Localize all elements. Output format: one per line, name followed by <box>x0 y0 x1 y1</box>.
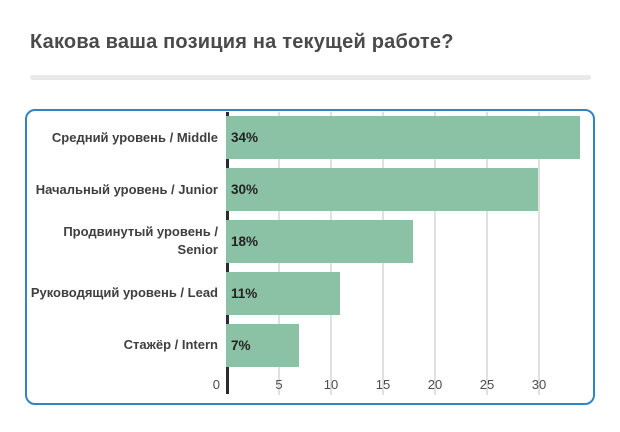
category-label: Продвинутый уровень / Senior <box>63 224 218 258</box>
bar-row: 7% <box>226 319 593 371</box>
bar-row: 34% <box>226 112 593 164</box>
x-axis-tick-labels: 0 5 10 15 20 25 30 <box>213 371 593 402</box>
x-tick-label: 30 <box>531 377 547 392</box>
category-label-row: Стажёр / Intern <box>27 319 226 371</box>
category-label: Руководящий уровень / Lead <box>30 285 218 301</box>
gridline <box>538 112 540 395</box>
bar-row: 11% <box>226 267 593 319</box>
gridline <box>434 112 436 395</box>
x-tick-label: 20 <box>427 377 443 392</box>
category-label-row: Средний уровень / Middle <box>27 112 226 164</box>
plot-area: 34% 30% 18% 11% 7% 0 5 10 15 20 25 30 <box>213 112 593 402</box>
category-labels-column: Средний уровень / Middle Начальный уровен… <box>27 112 226 371</box>
bar: 30% <box>226 168 538 212</box>
category-label-row: Руководящий уровень / Lead <box>27 267 226 319</box>
category-label: Средний уровень / Middle <box>51 129 218 145</box>
bar-row: 18% <box>226 216 593 268</box>
x-tick-label: 15 <box>375 377 391 392</box>
bar: 34% <box>226 116 580 160</box>
bar: 7% <box>226 323 299 367</box>
category-label: Стажёр / Intern <box>123 337 218 353</box>
x-tick-label: 5 <box>275 377 283 392</box>
bars-column: 34% 30% 18% 11% 7% <box>226 112 593 371</box>
bar-value-label: 11% <box>231 285 258 301</box>
bar: 11% <box>226 271 341 315</box>
bar-chart: Средний уровень / Middle Начальный уровен… <box>27 111 593 403</box>
bar-value-label: 18% <box>231 233 259 249</box>
x-tick-label: 0 <box>212 377 220 392</box>
bar-value-label: 30% <box>231 182 259 198</box>
category-label-row: Начальный уровень / Junior <box>27 164 226 216</box>
page-title: Какова ваша позиция на текущей работе? <box>30 31 454 53</box>
x-tick-label: 10 <box>323 377 339 392</box>
category-label: Начальный уровень / Junior <box>35 181 218 197</box>
gridline <box>486 112 488 395</box>
bar-row: 30% <box>226 164 593 216</box>
title-divider <box>30 75 591 80</box>
chart-panel: Средний уровень / Middle Начальный уровен… <box>25 109 595 405</box>
bar-value-label: 7% <box>231 337 251 353</box>
x-tick-label: 25 <box>479 377 495 392</box>
bar: 18% <box>226 219 414 263</box>
bar-value-label: 34% <box>231 130 259 146</box>
category-label-row: Продвинутый уровень / Senior <box>27 216 226 268</box>
